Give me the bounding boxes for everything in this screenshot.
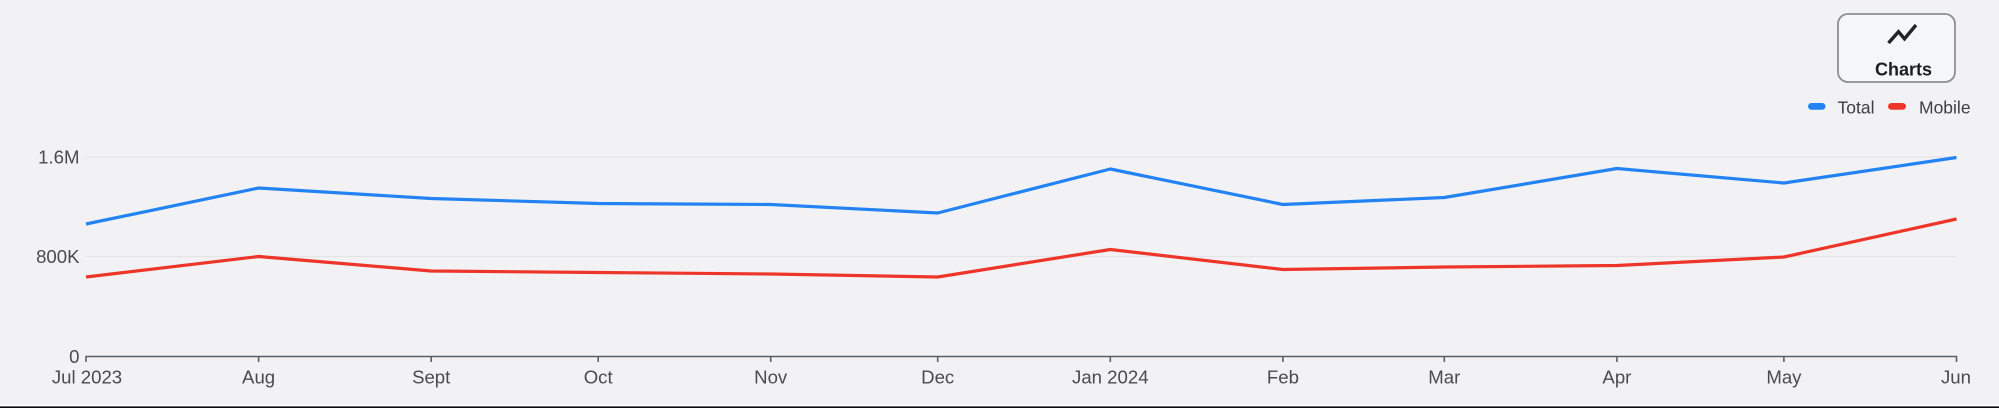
svg-text:Dec: Dec xyxy=(921,367,954,388)
svg-text:Aug: Aug xyxy=(242,367,275,388)
svg-text:Mar: Mar xyxy=(1428,367,1460,388)
svg-text:Feb: Feb xyxy=(1267,367,1299,388)
svg-text:Mobile: Mobile xyxy=(1919,98,1971,118)
svg-text:1.6M: 1.6M xyxy=(38,146,79,167)
svg-text:Jul 2023: Jul 2023 xyxy=(52,367,122,388)
svg-text:Apr: Apr xyxy=(1602,367,1631,388)
svg-text:May: May xyxy=(1766,367,1802,388)
svg-text:Charts: Charts xyxy=(1875,59,1932,79)
svg-text:0: 0 xyxy=(69,346,79,367)
svg-text:Total: Total xyxy=(1838,98,1875,118)
svg-text:Sept: Sept xyxy=(412,367,451,388)
svg-text:800K: 800K xyxy=(36,246,80,267)
svg-text:Nov: Nov xyxy=(754,367,788,388)
svg-text:Jan 2024: Jan 2024 xyxy=(1072,367,1149,388)
svg-text:Oct: Oct xyxy=(584,367,614,388)
svg-text:Jun: Jun xyxy=(1941,367,1971,388)
